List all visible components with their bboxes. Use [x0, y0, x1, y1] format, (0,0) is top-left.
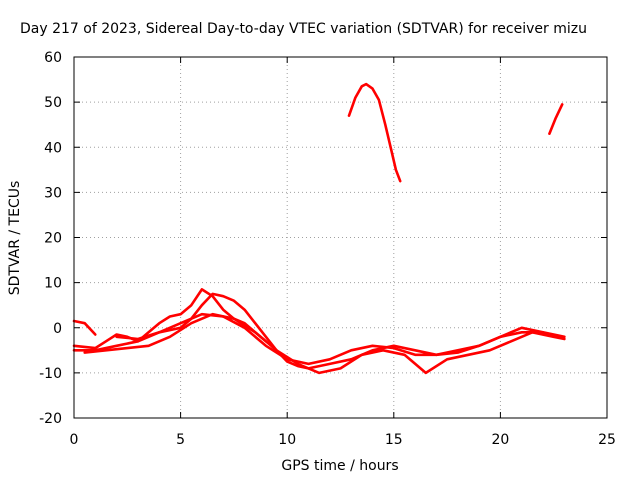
x-tick-label: 20	[491, 432, 509, 448]
x-tick-label: 5	[176, 432, 185, 448]
tick-marks	[73, 56, 608, 419]
y-tick-label: 30	[44, 185, 62, 201]
y-tick-label: 10	[44, 276, 62, 292]
series-line-arc-b	[72, 292, 566, 370]
y-tick-label: 0	[53, 321, 62, 337]
x-tick-label: 25	[598, 432, 616, 448]
x-axis-label: GPS time / hours	[281, 458, 398, 474]
series-line-arc-e	[115, 312, 545, 366]
grid-lines	[74, 57, 607, 418]
series-layer	[72, 82, 566, 375]
series-line-arc-d	[83, 312, 566, 375]
x-tick-label: 15	[385, 432, 403, 448]
chart-title: Day 217 of 2023, Sidereal Day-to-day VTE…	[20, 21, 587, 37]
series-line-arc-a	[72, 319, 97, 336]
series-line-arc-f	[347, 82, 402, 183]
series-line-arc-g	[548, 103, 564, 135]
x-tick-label: 10	[278, 432, 296, 448]
plot-frame	[73, 56, 608, 419]
y-tick-label: 60	[44, 50, 62, 66]
y-tick-label: 20	[44, 231, 62, 247]
x-tick-labels: 0 5 10 15 20 25	[70, 432, 616, 448]
y-tick-label: -20	[39, 411, 62, 427]
series-line-arc-c	[72, 288, 268, 350]
y-tick-label: 40	[44, 140, 62, 156]
y-tick-labels: -20 -10 0 10 20 30 40 50 60	[39, 50, 62, 427]
x-tick-label: 0	[70, 432, 79, 448]
y-tick-label: -10	[39, 366, 62, 382]
y-tick-label: 50	[44, 95, 62, 111]
y-axis-label: SDTVAR / TECUs	[7, 181, 23, 296]
